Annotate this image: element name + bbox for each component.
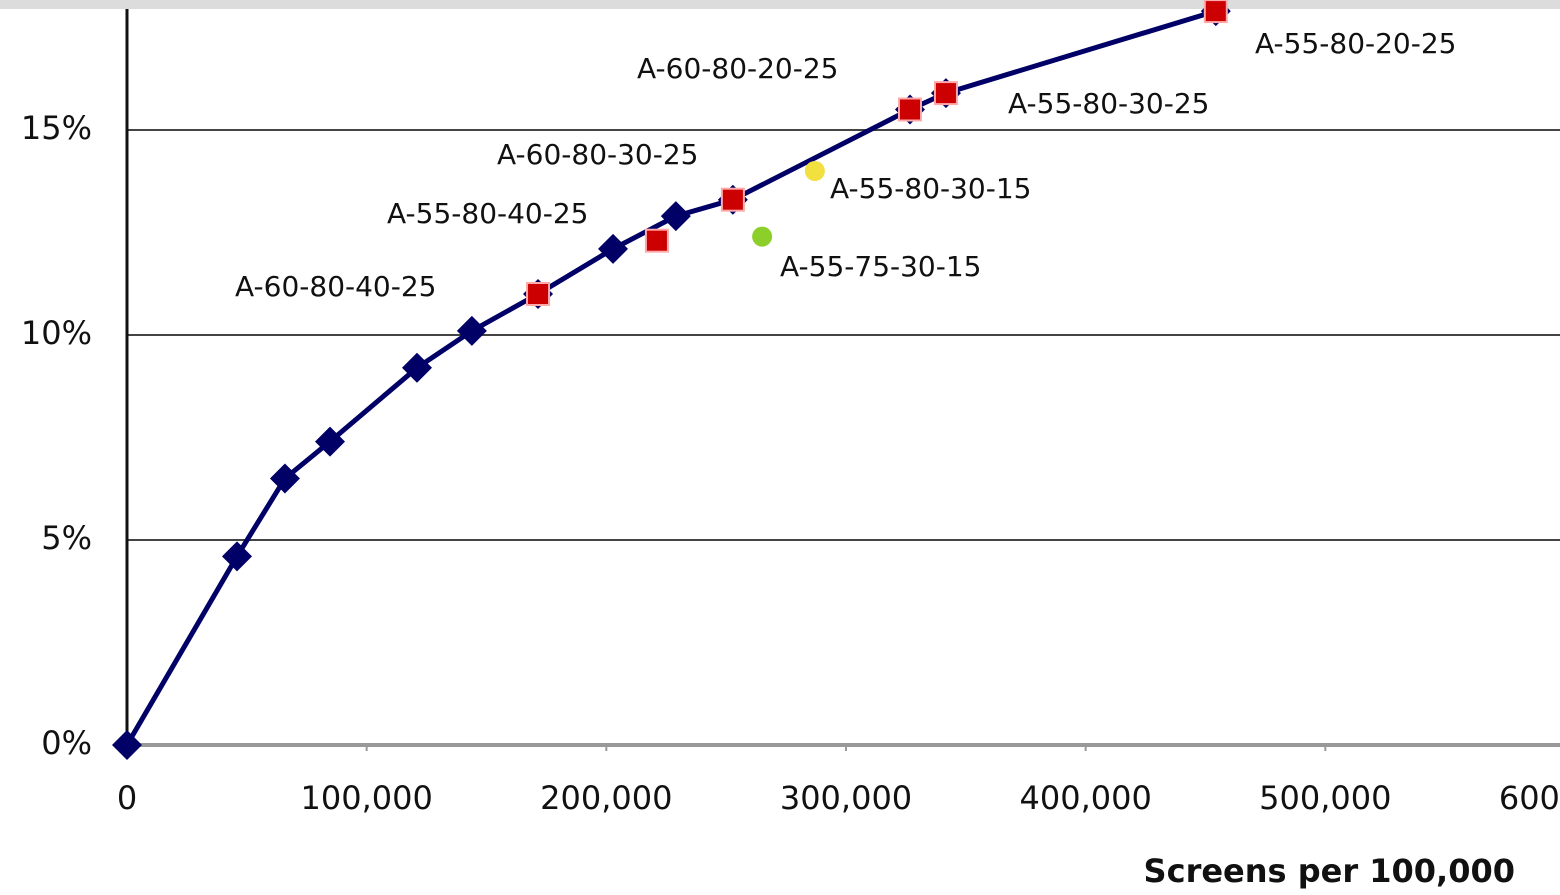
marker <box>269 463 300 494</box>
y-tick-label: 10% <box>21 314 92 352</box>
marker <box>598 233 629 264</box>
annotation: A-60-80-30-25 <box>497 138 698 171</box>
annotation: A-55-80-20-25 <box>1255 27 1456 60</box>
x-tick-label: 0 <box>117 779 137 817</box>
marker <box>1203 0 1228 24</box>
annotation: A-55-75-30-15 <box>780 250 981 283</box>
x-tick-label: 400,000 <box>1020 779 1152 817</box>
marker <box>222 541 253 572</box>
x-tick-label: 500,000 <box>1259 779 1391 817</box>
marker <box>933 81 958 106</box>
y-tick-label: 0% <box>41 724 92 762</box>
x-tick-label: 600,000 <box>1499 779 1560 817</box>
marker <box>720 187 745 212</box>
x-axis-title: Screens per 100,000 <box>1144 852 1515 890</box>
marker <box>401 352 432 383</box>
annotation: A-55-80-30-15 <box>830 172 1031 205</box>
x-tick-label: 200,000 <box>540 779 672 817</box>
marker <box>526 282 551 306</box>
marker <box>804 161 825 181</box>
marker <box>314 426 345 457</box>
marker <box>112 730 142 760</box>
marker <box>752 226 773 247</box>
annotation: A-55-80-30-25 <box>1008 87 1209 120</box>
x-tick-label: 300,000 <box>780 779 912 817</box>
annotation: A-60-80-20-25 <box>637 52 838 85</box>
series-line <box>124 8 1217 747</box>
y-tick-label: 15% <box>21 109 92 147</box>
marker <box>644 228 669 253</box>
marker <box>660 201 691 232</box>
annotation: A-55-80-40-25 <box>387 197 588 230</box>
marker <box>897 97 922 122</box>
annotation: A-60-80-40-25 <box>235 270 436 303</box>
top-band <box>0 0 1560 9</box>
marker <box>456 315 487 346</box>
y-tick-label: 5% <box>41 519 92 557</box>
x-tick-label: 100,000 <box>301 779 433 817</box>
